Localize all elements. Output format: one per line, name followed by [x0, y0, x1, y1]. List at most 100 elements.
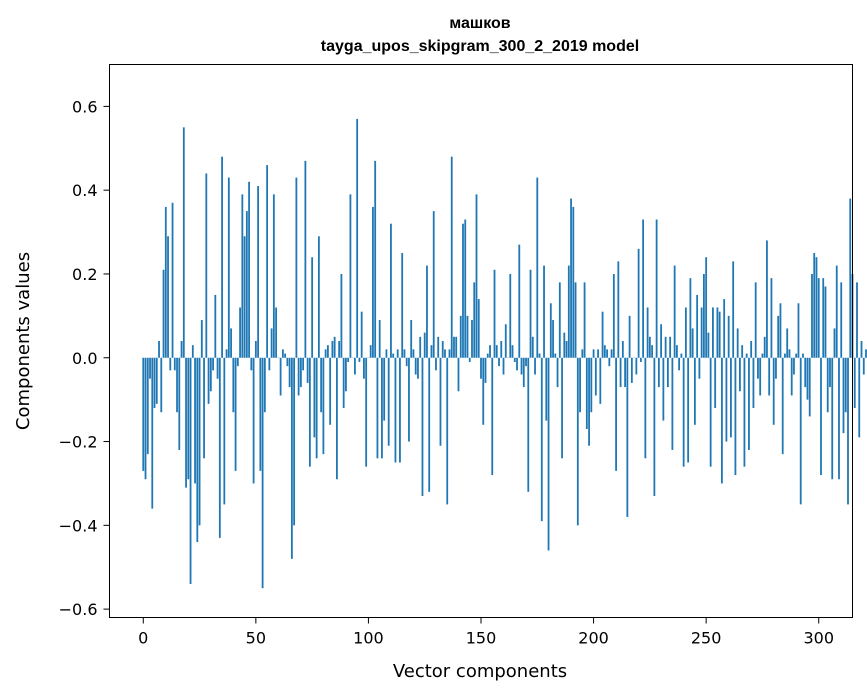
x-tick-label: 100	[353, 629, 384, 648]
bar-183	[554, 353, 557, 358]
bar-65	[288, 357, 291, 388]
bar-185	[558, 282, 561, 358]
bar-13	[171, 202, 174, 358]
bar-233	[666, 357, 669, 388]
bar-274	[759, 357, 762, 396]
bar-132	[439, 357, 442, 446]
bar-213	[621, 341, 624, 358]
bar-136	[448, 349, 451, 358]
y-axis-ticks: −0.6 −0.4 −0.2 0.0 0.2 0.4 0.6	[59, 97, 110, 619]
bar-281	[775, 357, 777, 379]
bar-237	[675, 345, 678, 358]
bar-247	[698, 357, 701, 379]
bar-163	[509, 273, 512, 358]
bar-244	[691, 328, 694, 358]
bar-187	[563, 332, 566, 358]
bar-166	[516, 357, 518, 371]
bar-94	[354, 357, 356, 375]
bar-35	[221, 156, 223, 358]
bar-317	[856, 282, 858, 358]
bar-22	[191, 345, 194, 358]
bar-152	[484, 357, 487, 383]
bar-279	[770, 278, 773, 358]
bar-299	[815, 257, 818, 358]
bar-312	[844, 357, 847, 413]
bar-210	[615, 357, 617, 471]
x-tick-label: 250	[691, 629, 722, 648]
bar-215	[626, 357, 629, 517]
bar-202	[597, 349, 599, 358]
bar-234	[669, 336, 672, 358]
bar-264	[736, 328, 739, 358]
bar-52	[259, 357, 262, 471]
bar-117	[405, 357, 408, 367]
bar-217	[630, 357, 633, 383]
bar-57	[270, 328, 273, 358]
bar-7	[158, 341, 160, 358]
y-tick-label: 0.6	[72, 97, 97, 116]
y-tick-label: −0.2	[59, 433, 98, 452]
bar-275	[761, 353, 764, 358]
bar-250	[705, 257, 708, 358]
bar-32	[214, 294, 217, 358]
bar-207	[608, 357, 611, 367]
bar-97	[360, 311, 363, 358]
bar-144	[466, 315, 469, 358]
bar-61	[279, 357, 282, 396]
bar-28	[205, 173, 208, 358]
bar-135	[446, 357, 449, 505]
bar-45	[243, 236, 246, 358]
bar-64	[286, 357, 289, 367]
bar-226	[651, 345, 654, 358]
bar-169	[522, 357, 525, 388]
bar-125	[423, 332, 426, 358]
bar-262	[732, 261, 735, 358]
bar-3	[149, 357, 151, 379]
bar-232	[664, 336, 667, 358]
bar-41	[234, 357, 237, 471]
bar-294	[804, 357, 807, 388]
bar-151	[482, 357, 485, 425]
bar-273	[757, 357, 759, 379]
bar-203	[599, 357, 602, 404]
bar-282	[777, 315, 780, 358]
bar-139	[455, 336, 458, 358]
bar-107	[383, 357, 386, 421]
bar-268	[745, 353, 748, 358]
bar-184	[556, 357, 559, 388]
bar-191	[572, 206, 575, 358]
bar-36	[223, 357, 226, 505]
bar-229	[657, 357, 660, 388]
bar-287	[788, 349, 791, 358]
bar-177	[540, 357, 543, 522]
bar-220	[637, 248, 640, 358]
chart-title: машков	[449, 15, 510, 32]
bar-196	[583, 282, 586, 358]
bar-134	[444, 349, 446, 358]
bar-104	[376, 357, 379, 459]
bar-30	[209, 357, 212, 392]
bar-306	[831, 357, 834, 480]
x-axis-label: Vector components	[393, 661, 567, 682]
bar-138	[453, 336, 455, 358]
bar-293	[802, 353, 804, 358]
bar-20	[187, 357, 190, 480]
bar-211	[617, 261, 620, 358]
bar-27	[203, 357, 205, 459]
bar-133	[441, 341, 444, 358]
bar-154	[489, 345, 491, 358]
bar-248	[700, 307, 703, 358]
bar-168	[520, 357, 523, 375]
bar-200	[592, 349, 595, 358]
bar-228	[655, 219, 658, 358]
bar-73	[306, 357, 309, 383]
bar-147	[473, 282, 476, 358]
y-axis-label: Components values	[13, 252, 34, 430]
bar-67	[293, 357, 296, 526]
bar-224	[646, 307, 649, 358]
bar-51	[257, 185, 259, 358]
bar-259	[725, 357, 728, 442]
bar-72	[304, 160, 307, 358]
bar-313	[847, 357, 849, 505]
bar-102	[372, 206, 374, 358]
